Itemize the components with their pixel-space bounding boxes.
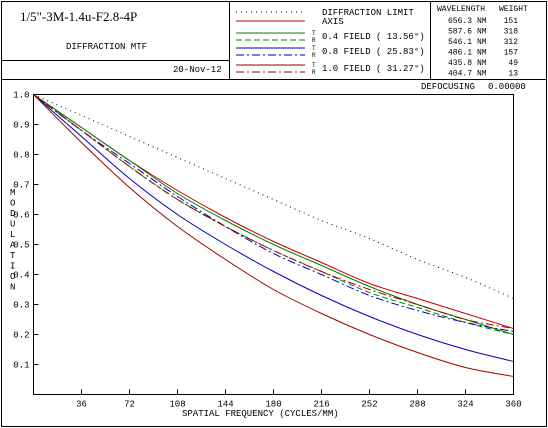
x-tick-label: 36	[76, 400, 87, 410]
x-tick-label: 144	[217, 400, 233, 410]
x-tick-label: 180	[265, 400, 281, 410]
wavelength-table: WAVELENGTH WEIGHT 656.3 NM 151 587.6 NM 318 546.…	[437, 5, 528, 79]
wavelength-value: 587.6	[448, 28, 472, 37]
wavelength-unit: NM	[477, 49, 487, 58]
legend-r-mark: R	[312, 37, 316, 44]
series-line-6	[33, 94, 514, 377]
defocusing-label: DEFOCUSING	[421, 82, 475, 92]
axes: 36 72 108 144 180 216 252 288 324 360 0.1 0.2 0.3 0.4…	[13, 91, 521, 410]
weight-header: WEIGHT	[499, 5, 528, 14]
chart-subtitle: DIFFRACTION MTF	[66, 42, 147, 52]
y-tick-label: 0.7	[13, 181, 29, 191]
legend-t-mark: T	[312, 62, 316, 69]
legend-label-2: 0.4 FIELD ( 13.56°)	[322, 32, 425, 42]
x-tick-label: 324	[457, 400, 473, 410]
series-line-7	[33, 94, 514, 329]
report-date: 20-Nov-12	[173, 65, 222, 75]
x-tick-label: 108	[169, 400, 185, 410]
wavelength-value: 404.7	[448, 70, 472, 79]
x-tick-label: 252	[361, 400, 377, 410]
legend-r-mark: R	[312, 69, 316, 76]
weight-value: 157	[504, 49, 519, 58]
x-tick-label: 216	[313, 400, 329, 410]
wavelength-value: 486.1	[448, 49, 472, 58]
wavelength-value: 546.1	[448, 38, 472, 47]
series-line-4	[33, 94, 514, 362]
weight-value: 13	[508, 70, 518, 79]
weight-value: 312	[504, 38, 519, 47]
legend-label-4: 1.0 FIELD ( 31.27°)	[322, 64, 425, 74]
wavelength-value: 656.3	[448, 17, 472, 26]
y-tick-label: 0.9	[13, 121, 29, 131]
series-line-5	[33, 94, 514, 332]
x-tick-label: 72	[124, 400, 135, 410]
wavelength-value: 435.8	[448, 59, 472, 68]
y-tick-label: 0.5	[13, 241, 29, 251]
wavelength-unit: NM	[477, 70, 487, 79]
legend-label-0: DIFFRACTION LIMIT	[322, 8, 414, 18]
wavelength-unit: NM	[477, 38, 487, 47]
wavelength-unit: NM	[477, 17, 487, 26]
legend-r-mark: R	[312, 52, 316, 59]
wavelength-header: WAVELENGTH	[437, 5, 485, 14]
y-tick-label: 1.0	[13, 91, 29, 101]
legend-t-mark: T	[312, 30, 316, 37]
y-tick-label: 0.4	[13, 271, 29, 281]
wavelength-unit: NM	[477, 59, 487, 68]
x-axis-label: SPATIAL FREQUENCY (CYCLES/MM)	[182, 409, 339, 419]
y-tick-label: 0.6	[13, 211, 29, 221]
legend-label-3: 0.8 FIELD ( 25.83°)	[322, 47, 425, 57]
wavelength-unit: NM	[477, 28, 487, 37]
y-tick-label: 0.1	[13, 361, 29, 371]
x-tick-label: 360	[505, 400, 521, 410]
y-tick-label: 0.8	[13, 151, 29, 161]
series-lines	[33, 94, 514, 377]
x-tick-label: 288	[409, 400, 425, 410]
weight-value: 318	[504, 28, 519, 37]
lens-title: 1/5"-3M-1.4u-F2.8-4P	[20, 9, 137, 24]
defocusing-value: 0.00000	[488, 82, 526, 92]
weight-value: 49	[508, 59, 518, 68]
y-tick-label: 0.3	[13, 301, 29, 311]
legend-t-mark: T	[312, 45, 316, 52]
legend-label-1: AXIS	[322, 17, 344, 27]
y-tick-label: 0.2	[13, 331, 29, 341]
weight-value: 151	[504, 17, 519, 26]
